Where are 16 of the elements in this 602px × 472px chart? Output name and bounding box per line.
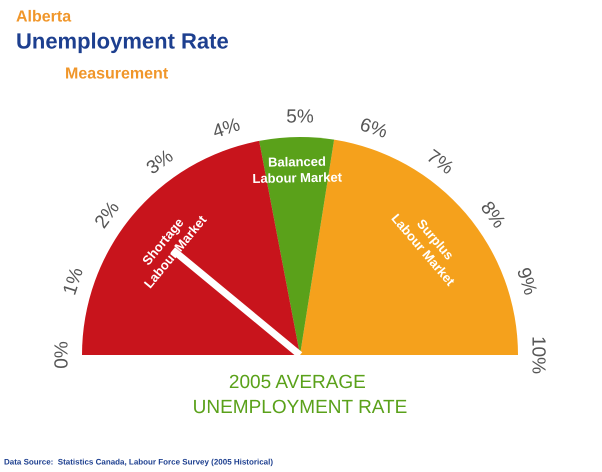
text: 3% <box>142 146 178 180</box>
text: 2005 AVERAGE UNEMPLOYMENT RATE <box>192 372 408 418</box>
chart-subtitle: Measurement <box>65 66 169 82</box>
text: Alberta <box>16 8 72 26</box>
text: 1% <box>59 265 88 298</box>
text: 2% <box>90 198 124 232</box>
text: 8% <box>476 198 510 232</box>
text: 9% <box>512 265 541 298</box>
text: 0% <box>52 341 72 369</box>
text: 6% <box>357 114 390 143</box>
text: 5% <box>286 106 314 128</box>
chart-title: Unemployment Rate <box>16 28 229 54</box>
text: 7% <box>422 146 458 180</box>
text: 10% <box>528 336 548 374</box>
text: 4% <box>210 114 243 143</box>
source-note: Data Source: Statistics Canada, Labour Force Survey (2005 Historical) <box>4 458 274 466</box>
